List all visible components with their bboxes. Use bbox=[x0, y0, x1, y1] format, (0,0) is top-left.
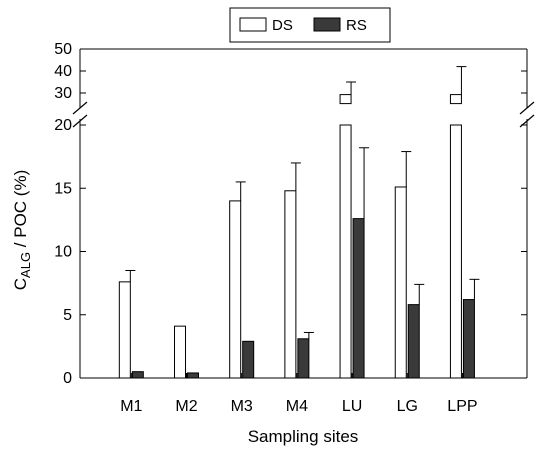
bar-ds-lu bbox=[339, 124, 352, 379]
y-tick-40-label: 40 bbox=[54, 63, 72, 80]
y-axis-title-main: C bbox=[11, 278, 30, 290]
bar-marker-ds-lpp bbox=[449, 94, 462, 105]
x-tick-m4: M4 bbox=[286, 398, 308, 415]
axis-break-left-b bbox=[72, 114, 88, 128]
bar-ds-m2 bbox=[174, 325, 187, 379]
y-tick-10-label: 10 bbox=[54, 244, 72, 261]
axis-break-left-a bbox=[72, 101, 88, 115]
x-tick-m3: M3 bbox=[231, 398, 253, 415]
y-tick-5-label: 5 bbox=[63, 307, 72, 324]
legend-label-ds: DS bbox=[272, 17, 293, 34]
bar-rs-lu bbox=[352, 218, 365, 379]
x-tick-lpp: LPP bbox=[447, 398, 477, 415]
y-tick-20-label: 20 bbox=[54, 117, 72, 134]
legend-swatch-rs bbox=[313, 17, 341, 32]
bar-rs-m3 bbox=[242, 340, 255, 379]
bar-rs-m2 bbox=[187, 372, 200, 379]
bar-rs-m1 bbox=[131, 371, 144, 379]
x-tick-m2: M2 bbox=[175, 398, 197, 415]
axis-break-right-a bbox=[519, 101, 535, 115]
ticks: 0 5 10 15 20 30 40 50 M1 M2 M3 M4 LU LG LPP bbox=[54, 41, 527, 415]
y-tick-15-label: 15 bbox=[54, 180, 72, 197]
y-tick-0-label: 0 bbox=[63, 370, 72, 387]
x-tick-lg: LG bbox=[397, 398, 418, 415]
y-axis-title: CALG / POC (%) bbox=[11, 170, 33, 290]
bar-rs-lpp bbox=[462, 299, 475, 379]
bar-ds-m3 bbox=[229, 200, 242, 379]
bar-ds-m4 bbox=[284, 190, 297, 379]
bar-ds-lpp bbox=[449, 124, 462, 379]
legend-swatch-ds bbox=[239, 17, 267, 32]
y-axis-title-sub: ALG bbox=[18, 252, 33, 278]
x-tick-lu: LU bbox=[342, 398, 362, 415]
bar-marker-ds-lu bbox=[339, 94, 352, 105]
x-tick-m1: M1 bbox=[120, 398, 142, 415]
bar-ds-m1 bbox=[118, 281, 131, 379]
x-axis-title: Sampling sites bbox=[248, 427, 359, 446]
y-tick-50-label: 50 bbox=[54, 41, 72, 58]
y-axis-title-rest: / POC (%) bbox=[11, 170, 30, 252]
bar-ds-lg bbox=[394, 186, 407, 379]
bar-rs-lg bbox=[407, 304, 420, 379]
legend-label-rs: RS bbox=[346, 17, 367, 34]
bar-rs-m4 bbox=[297, 338, 310, 379]
y-tick-30-label: 30 bbox=[54, 85, 72, 102]
legend: DS RS bbox=[229, 7, 391, 43]
bars bbox=[118, 66, 480, 379]
